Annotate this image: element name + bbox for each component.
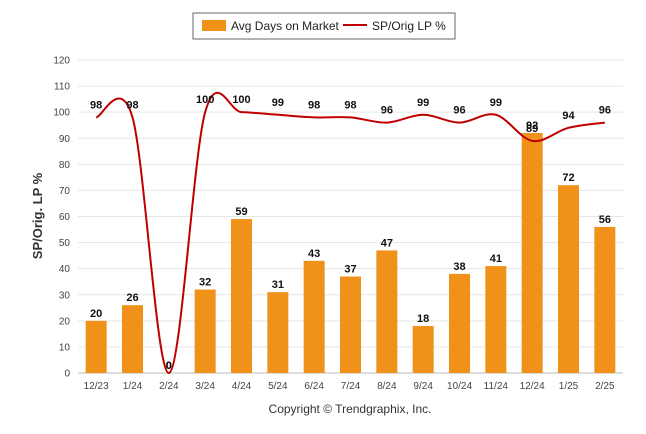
y-axis-title: SP/Orig. LP %	[30, 172, 45, 259]
line-value-label: 99	[272, 97, 284, 109]
legend-swatch-bar	[202, 20, 226, 31]
line-value-label: 96	[599, 105, 611, 117]
legend: Avg Days on Market SP/Orig LP %	[192, 12, 456, 40]
y-axis-ticks: 0 10 20 30 40 50 60 70 80 90 100 110 120	[53, 56, 70, 380]
y-tick-label: 80	[59, 160, 71, 171]
x-tick-label: 10/24	[447, 381, 472, 392]
bar	[521, 133, 543, 373]
x-tick-label: 3/24	[195, 381, 215, 392]
line-series	[95, 91, 605, 375]
bar	[594, 226, 616, 373]
x-tick-label: 2/24	[159, 381, 179, 392]
y-tick-label: 70	[59, 186, 71, 197]
line-value-label: 96	[381, 105, 393, 117]
bar-value-label: 26	[126, 292, 138, 304]
x-tick-label: 9/24	[413, 381, 433, 392]
bar	[303, 260, 325, 373]
y-tick-label: 50	[59, 238, 71, 249]
line-value-label: 98	[90, 99, 102, 111]
bar	[267, 292, 289, 373]
y-tick-label: 30	[59, 290, 71, 301]
bar-value-label: 31	[272, 279, 284, 291]
line-value-label: 100	[196, 94, 214, 106]
line-value-label: 99	[417, 97, 429, 109]
line-value-label: 89	[526, 123, 538, 135]
x-tick-label: 12/23	[84, 381, 109, 392]
line-value-label: 98	[126, 99, 138, 111]
y-tick-label: 40	[59, 264, 71, 275]
bars	[85, 133, 616, 373]
x-tick-label: 4/24	[232, 381, 252, 392]
bar-value-label: 32	[199, 277, 211, 289]
bar	[194, 289, 216, 373]
y-tick-label: 100	[53, 108, 70, 119]
x-axis-ticks: 12/23 1/24 2/24 3/24 4/24 5/24 6/24 7/24 8/24 9/2…	[84, 381, 615, 392]
y-tick-label: 110	[54, 82, 70, 93]
line-value-label: 94	[562, 110, 575, 122]
y-tick-label: 120	[53, 56, 70, 67]
bar-value-label: 92	[526, 120, 538, 132]
line-value-label: 96	[453, 105, 465, 117]
bar-value-label: 38	[453, 261, 465, 273]
y-tick-label: 0	[64, 369, 70, 380]
y-tick-label: 20	[59, 316, 71, 327]
copyright-text: Copyright © Trendgraphix, Inc.	[269, 402, 432, 416]
legend-label-bar: Avg Days on Market	[231, 19, 339, 33]
bar-value-label: 0	[166, 360, 172, 372]
line-value-label: 98	[308, 99, 320, 111]
bar	[449, 273, 470, 373]
bar-value-label: 59	[235, 206, 247, 218]
x-tick-label: 6/24	[304, 381, 324, 392]
bar	[558, 185, 579, 373]
bar-value-label: 56	[599, 214, 611, 226]
x-tick-label: 12/24	[520, 381, 545, 392]
y-tick-label: 10	[59, 342, 71, 353]
y-tick-label: 90	[59, 134, 71, 145]
bar	[122, 305, 143, 373]
bar-value-label: 47	[381, 237, 393, 249]
x-tick-label: 1/25	[559, 381, 579, 392]
bar	[412, 326, 434, 373]
x-tick-label: 1/24	[123, 381, 143, 392]
bar	[376, 250, 398, 373]
legend-box	[192, 12, 456, 40]
line-value-label: 100	[232, 94, 250, 106]
line-labels: 98 98 0 100 100 99 98 98 96 99 96 99 89 94 96	[90, 94, 611, 372]
bar-value-label: 20	[90, 308, 102, 320]
bar-value-label: 41	[490, 253, 502, 265]
x-tick-label: 7/24	[341, 381, 361, 392]
line-series-path	[95, 91, 605, 375]
bar	[85, 320, 107, 373]
bar-value-label: 18	[417, 313, 429, 325]
bar	[340, 276, 361, 373]
bar	[231, 219, 252, 373]
y-tick-label: 60	[59, 212, 71, 223]
line-value-label: 98	[344, 99, 356, 111]
legend-label-line: SP/Orig LP %	[372, 19, 446, 33]
bar-value-label: 43	[308, 248, 320, 260]
x-tick-label: 11/24	[484, 381, 509, 392]
bar-value-label: 72	[562, 172, 574, 184]
line-value-label: 0	[166, 360, 172, 372]
x-tick-label: 2/25	[595, 381, 615, 392]
x-tick-label: 8/24	[377, 381, 397, 392]
line-value-label: 99	[490, 97, 502, 109]
bar-value-label: 37	[344, 263, 356, 275]
bar-labels: 20 26 0 32 59 31 43 37 47 18 38 41 92 72 56	[90, 120, 611, 372]
bar	[485, 266, 507, 373]
x-tick-label: 5/24	[268, 381, 288, 392]
